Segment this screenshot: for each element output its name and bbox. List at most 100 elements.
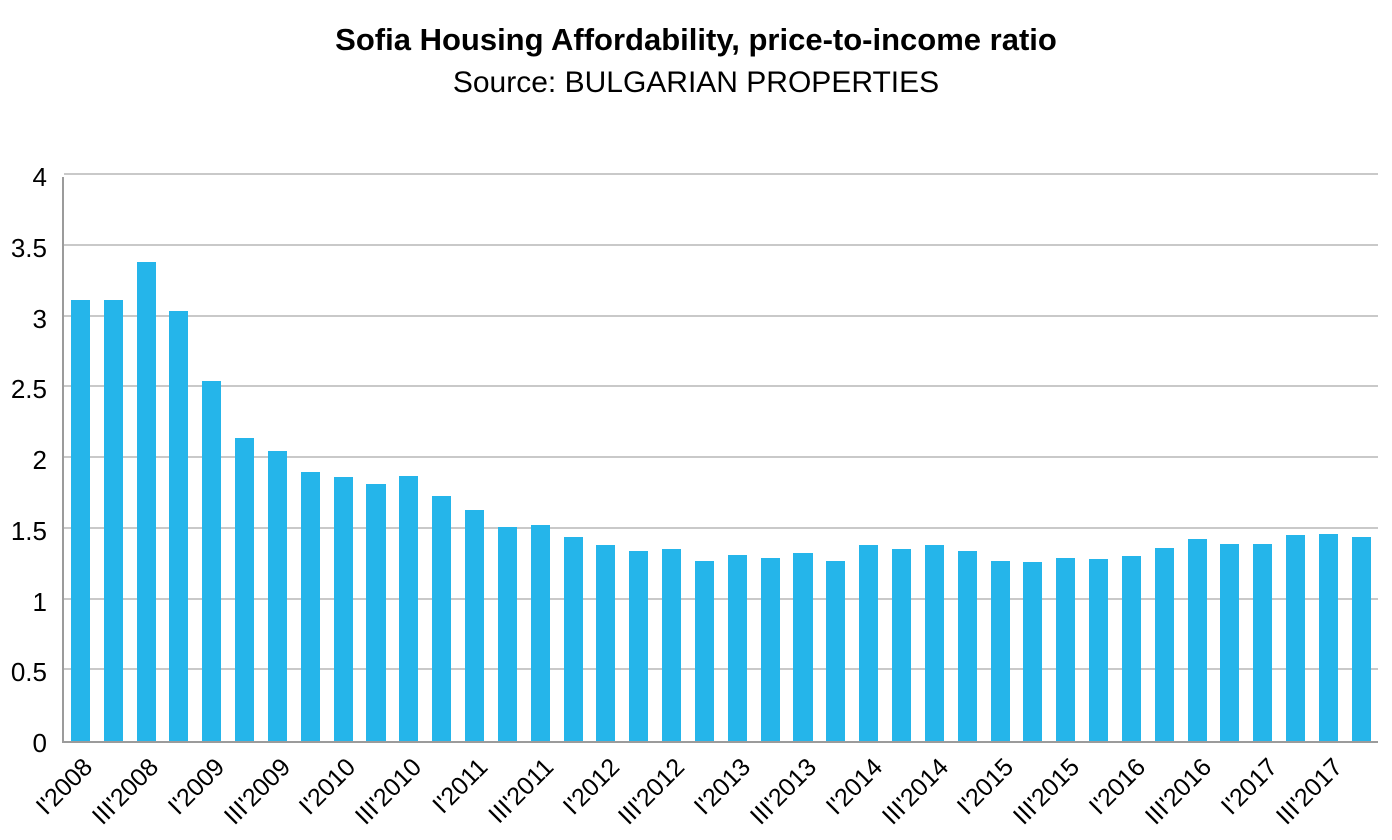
bar-II'2017 [1286, 535, 1306, 741]
y-tick-label: 4 [32, 162, 47, 192]
bar-slot [754, 177, 787, 741]
bar-I'2017 [1253, 543, 1273, 741]
gridline [64, 526, 1378, 529]
bar-IV'2009 [300, 471, 320, 741]
bar-IV'2014 [957, 550, 977, 741]
bar-series [64, 177, 1378, 741]
x-tick-label: III'2008 [86, 753, 165, 831]
gridline [64, 173, 1378, 175]
bar-slot [163, 177, 196, 741]
bar-I'2016 [1121, 556, 1141, 741]
x-tick-label: III'2009 [218, 753, 296, 831]
bar-slot [97, 177, 130, 741]
plot-area [62, 173, 1378, 743]
bar-III'2013 [793, 553, 813, 741]
bar-slot [228, 177, 261, 741]
chart-subtitle: Source: BULGARIAN PROPERTIES [452, 66, 940, 99]
y-tick-label: 0.5 [10, 657, 47, 688]
y-tick-label: 1.5 [10, 515, 47, 546]
y-tick-label: 1 [32, 586, 47, 617]
bar-slot [392, 177, 425, 741]
bar-III'2010 [399, 475, 419, 741]
bar-slot [64, 177, 97, 741]
bar-II'2008 [103, 299, 123, 741]
bar-slot [261, 177, 294, 741]
bar-III'2016 [1187, 539, 1207, 741]
bar-slot [787, 177, 820, 741]
y-tick-label: 2.5 [10, 374, 47, 405]
bar-I'2015 [990, 560, 1010, 741]
bar-slot [1345, 177, 1378, 741]
bar-slot [458, 177, 491, 741]
y-tick-label: 3.5 [10, 232, 47, 263]
gridline [64, 597, 1378, 600]
bar-slot [1312, 177, 1345, 741]
bar-III'2012 [662, 549, 682, 741]
bar-IV'2017 [1351, 536, 1371, 741]
bar-IV'2013 [826, 560, 846, 741]
bar-slot [1049, 177, 1082, 741]
bar-slot [1246, 177, 1279, 741]
y-tick-label: 0 [32, 728, 47, 758]
bar-III'2008 [136, 261, 156, 741]
gridline [64, 314, 1378, 317]
bar-slot [1214, 177, 1247, 741]
bar-slot [327, 177, 360, 741]
bar-slot [590, 177, 623, 741]
x-tick-label: III'2017 [1271, 753, 1349, 831]
chart-title: Sofia Housing Affordability, price-to-in… [335, 22, 1057, 57]
bar-I'2008 [70, 299, 90, 741]
x-axis-labels: I'2008 III'2008 I'2009 III'2009 I'2010 III'20… [31, 743, 1378, 840]
x-tick-label: III'2010 [350, 753, 428, 831]
bar-II'2009 [235, 437, 255, 741]
bar-slot [622, 177, 655, 741]
bar-I'2009 [202, 381, 222, 741]
bar-II'2015 [1023, 561, 1043, 741]
x-tick-label: III'2015 [1008, 753, 1086, 831]
bar-slot [951, 177, 984, 741]
bar-slot [1279, 177, 1312, 741]
bar-slot [557, 177, 590, 741]
bar-IV'2015 [1089, 559, 1109, 741]
bar-I'2014 [859, 545, 879, 741]
bar-IV'2010 [432, 495, 452, 741]
chart-area: 0 0.5 1 1.5 2 2.5 3 3.5 4 I'2008 III'2008 I'2009 II… [11, 162, 1378, 830]
bar-IV'2016 [1220, 543, 1240, 741]
bar-slot [360, 177, 393, 741]
gridlines [64, 173, 1378, 741]
bar-III'2011 [530, 525, 550, 741]
bar-slot [885, 177, 918, 741]
bar-IV'2012 [694, 560, 714, 741]
bar-I'2011 [465, 509, 485, 741]
bar-II'2012 [629, 550, 649, 741]
bar-I'2012 [596, 545, 616, 741]
bar-slot [655, 177, 688, 741]
bar-III'2014 [924, 545, 944, 741]
bar-I'2013 [727, 554, 747, 741]
bar-slot [721, 177, 754, 741]
x-tick-label: III'2012 [613, 753, 691, 831]
y-axis-labels: 0 0.5 1 1.5 2 2.5 3 3.5 4 [0, 162, 47, 758]
bar-II'2013 [760, 557, 780, 741]
bar-IV'2011 [563, 536, 583, 741]
bar-slot [1181, 177, 1214, 741]
bar-slot [819, 177, 852, 741]
gridline [64, 243, 1378, 246]
x-tick-label: III'2013 [744, 753, 823, 831]
bar-slot [425, 177, 458, 741]
bar-slot [688, 177, 721, 741]
y-tick-label: 2 [32, 445, 47, 475]
bar-slot [984, 177, 1017, 741]
bar-III'2017 [1318, 533, 1338, 741]
bar-slot [1016, 177, 1049, 741]
bar-slot [1082, 177, 1115, 741]
bar-slot [195, 177, 228, 741]
bar-II'2010 [366, 484, 386, 741]
gridline [64, 385, 1378, 388]
gridline [64, 456, 1378, 458]
bar-III'2009 [267, 450, 287, 741]
bar-II'2011 [497, 526, 517, 741]
bar-slot [1148, 177, 1181, 741]
bar-I'2010 [333, 477, 353, 741]
bar-slot [852, 177, 885, 741]
